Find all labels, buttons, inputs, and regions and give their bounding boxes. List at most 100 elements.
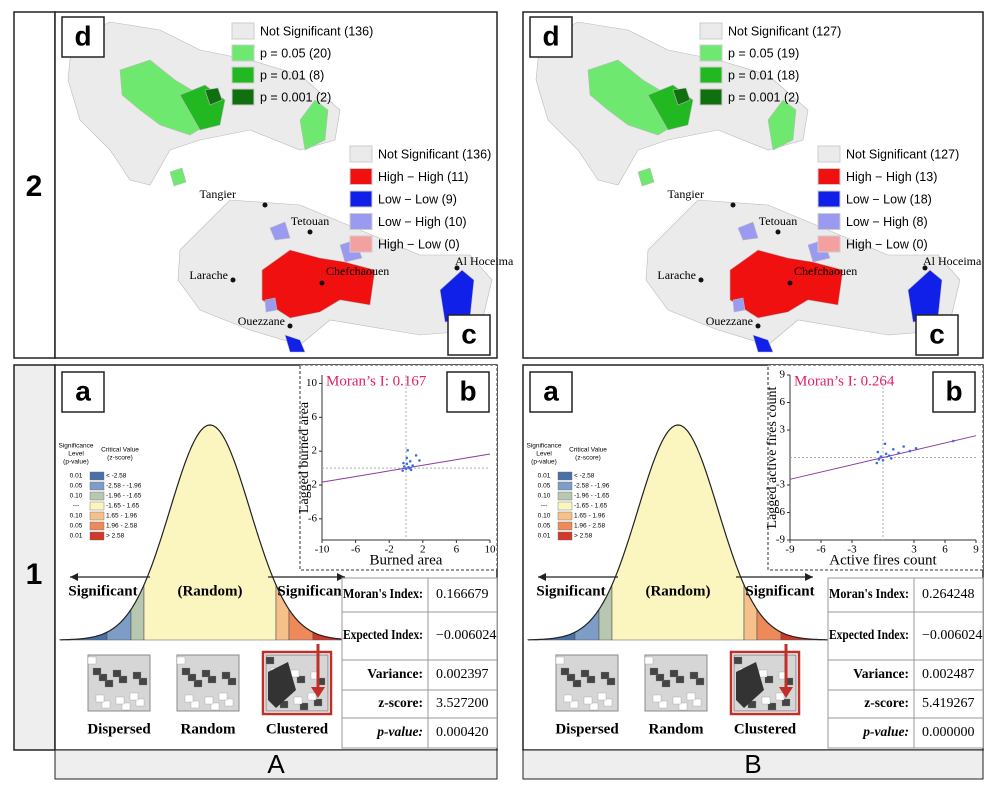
table-value: 0.166679 xyxy=(436,587,489,602)
y-tick-label: 6 xyxy=(780,396,786,408)
pattern-cell xyxy=(182,668,190,675)
legend-header: Critical Value xyxy=(101,447,139,454)
legend-level: 0.10 xyxy=(538,513,551,520)
table-label: z-score: xyxy=(864,695,909,710)
point xyxy=(401,469,404,472)
point xyxy=(409,460,412,463)
point xyxy=(406,457,409,460)
legend-header: Level xyxy=(68,451,84,458)
city-label: Chefchaouen xyxy=(326,264,389,278)
legend-swatch xyxy=(558,492,572,500)
legend-critical: 1.65 - 1.96 xyxy=(574,513,605,520)
legend-swatch xyxy=(700,45,722,61)
legend-level: --- xyxy=(541,503,548,510)
point xyxy=(902,445,905,448)
point xyxy=(408,467,411,470)
point xyxy=(915,447,918,450)
city-label: Al Hoceima xyxy=(923,254,982,268)
column-label: A xyxy=(267,749,285,779)
legend-level: 0.01 xyxy=(70,533,83,540)
legend-swatch xyxy=(350,191,372,207)
pattern-cell xyxy=(116,697,124,704)
legend-critical: < -2.58 xyxy=(574,473,595,480)
legend-swatch xyxy=(700,89,722,105)
legend-swatch xyxy=(558,472,572,480)
legend-label: p = 0.05 (19) xyxy=(728,46,799,60)
legend-critical: 1.96 - 2.58 xyxy=(574,523,605,530)
y-axis-label: Lagged active fires count xyxy=(765,386,780,528)
legend-header: (z-score) xyxy=(107,455,133,462)
city-dot xyxy=(788,281,793,286)
point xyxy=(402,462,405,465)
legend-swatch xyxy=(90,532,104,540)
legend-swatch xyxy=(818,169,840,185)
legend-critical: -1.65 - 1.65 xyxy=(106,503,140,510)
legend-level: 0.01 xyxy=(538,533,551,540)
legend-swatch xyxy=(818,214,840,230)
table-label: z-score: xyxy=(378,695,423,710)
row-label: 1 xyxy=(26,558,43,591)
legend-critical: -1.65 - 1.65 xyxy=(574,503,608,510)
pattern-label: Dispersed xyxy=(555,721,619,737)
pattern-label: Random xyxy=(180,721,236,737)
legend-swatch xyxy=(90,472,104,480)
pattern-cell xyxy=(556,657,564,664)
legend-critical: 1.65 - 1.96 xyxy=(106,513,137,520)
city-label: Larache xyxy=(657,268,696,282)
legend-header: Significance xyxy=(58,443,93,450)
table-value: 5.419267 xyxy=(922,696,975,711)
row-label: 2 xyxy=(26,170,43,203)
pattern-cell xyxy=(219,693,227,700)
legend-label: p = 0.01 (8) xyxy=(260,68,324,82)
pattern-cell xyxy=(564,695,572,702)
x-tick-label: -10 xyxy=(315,544,330,556)
map-cluster xyxy=(265,298,277,312)
x-axis-label: Burned area xyxy=(370,552,443,568)
legend-label: p = 0.01 (18) xyxy=(728,68,799,82)
city-dot xyxy=(263,203,268,208)
legend-label: Low − Low (18) xyxy=(846,192,932,206)
legend-swatch xyxy=(818,191,840,207)
legend-label: Not Significant (136) xyxy=(378,147,491,161)
legend-swatch xyxy=(350,169,372,185)
point xyxy=(415,454,418,457)
pattern-label: Dispersed xyxy=(87,721,151,737)
point xyxy=(878,458,881,461)
scatter-annotation: Moran’s I: 0.167 xyxy=(326,373,427,389)
pattern-cell xyxy=(294,697,302,704)
legend-label: p = 0.001 (2) xyxy=(728,90,799,104)
city-label: Larache xyxy=(189,268,228,282)
pattern-cell xyxy=(601,672,609,679)
legend-swatch xyxy=(90,522,104,530)
pattern-cell xyxy=(653,695,661,702)
city-label: Al Hoceima xyxy=(455,254,514,268)
y-tick-label: 9 xyxy=(780,369,786,381)
panel-tag: b xyxy=(459,375,476,406)
legend-critical: 1.96 - 2.58 xyxy=(106,523,137,530)
legend-swatch xyxy=(90,512,104,520)
y-tick-label: 3 xyxy=(780,424,786,436)
city-dot xyxy=(308,230,313,235)
pattern-cell xyxy=(581,670,589,677)
table-label: Expected Index: xyxy=(829,627,909,642)
legend-swatch xyxy=(558,502,572,510)
legend-critical: -2.58 - -1.96 xyxy=(574,483,610,490)
bell-label: Significant xyxy=(68,583,137,599)
bell-label: Significant xyxy=(277,583,346,599)
point xyxy=(892,448,895,451)
panel-tag: a xyxy=(75,375,91,406)
legend-swatch xyxy=(232,67,254,83)
legend-label: Not Significant (127) xyxy=(846,147,959,161)
legend-swatch xyxy=(350,146,372,162)
legend-swatch xyxy=(90,482,104,490)
table-label: Moran's Index: xyxy=(343,586,423,601)
table-label: p-value: xyxy=(862,724,909,739)
x-tick-label: 6 xyxy=(454,544,460,556)
scatter-annotation: Moran’s I: 0.264 xyxy=(794,373,895,389)
point xyxy=(880,455,883,458)
legend-swatch xyxy=(558,512,572,520)
panel-tag: a xyxy=(543,375,559,406)
city-label: Tangier xyxy=(200,187,236,201)
city-dot xyxy=(756,324,761,329)
city-label: Tetouan xyxy=(291,214,329,228)
